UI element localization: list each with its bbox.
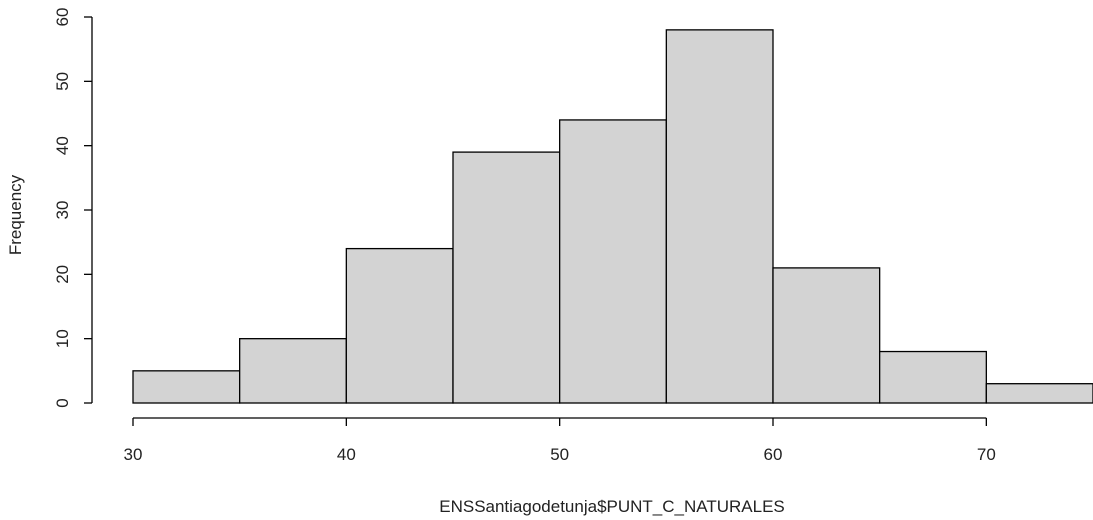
histogram-bar-70-75 [985,383,1093,404]
histogram-bar-35-40 [239,338,347,404]
histogram-bar-30-35 [132,370,241,404]
histogram-bar-40-45 [345,247,454,404]
histogram-bar-65-70 [879,350,987,404]
y-tick-label: 10 [53,329,72,348]
x-tick-label: 40 [337,445,356,464]
x-axis: 30 40 50 60 70 [124,417,996,464]
y-axis-title: Frequency [6,174,25,255]
y-tick-label: 40 [53,136,72,155]
y-tick-label: 50 [53,72,72,91]
x-axis-title: ENSSantiagodetunja$PUNT_C_NATURALES [439,497,785,516]
x-tick-label: 70 [977,445,996,464]
x-tick-label: 30 [124,445,143,464]
y-tick-label: 60 [53,8,72,27]
y-tick-label: 0 [53,398,72,407]
y-tick-label: 30 [53,201,72,220]
histogram-bar-45-50 [452,151,561,404]
x-tick-label: 50 [550,445,569,464]
histogram-bar-50-55 [559,119,667,404]
y-tick-label: 20 [53,265,72,284]
bars-layer [132,29,1093,404]
histogram-bar-55-60 [665,29,774,404]
y-axis: 0 10 20 30 40 50 60 [53,8,93,408]
x-tick-label: 60 [764,445,783,464]
histogram-bar-60-65 [772,267,881,404]
